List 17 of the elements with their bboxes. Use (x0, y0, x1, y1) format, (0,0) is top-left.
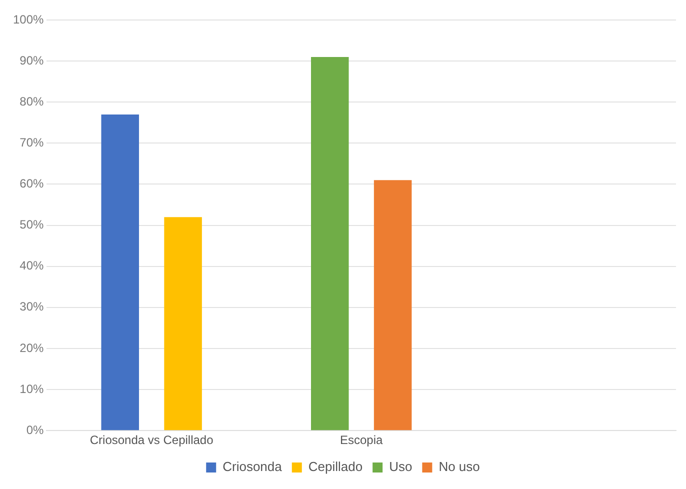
y-tick-label: 0% (26, 422, 44, 437)
legend-label: Uso (389, 459, 412, 474)
y-tick-label: 80% (20, 94, 44, 108)
y-tick-label: 70% (20, 135, 44, 150)
y-tick-label: 90% (20, 53, 44, 68)
y-tick-label: 100% (12, 12, 44, 26)
y-tick-label: 60% (20, 176, 44, 191)
y-tick-label: 10% (20, 382, 44, 396)
y-tick-label: 20% (20, 340, 44, 355)
legend-label: Cepillado (308, 459, 363, 474)
x-tick-label: Criosonda vs Cepillado (90, 433, 214, 448)
y-tick-label: 50% (20, 218, 44, 232)
legend-label: Criosonda (222, 459, 283, 474)
x-tick-label: Escopia (340, 433, 384, 448)
legend-label: No uso (438, 459, 480, 474)
y-tick-label: 30% (20, 300, 44, 314)
y-tick-label: 40% (20, 258, 44, 273)
